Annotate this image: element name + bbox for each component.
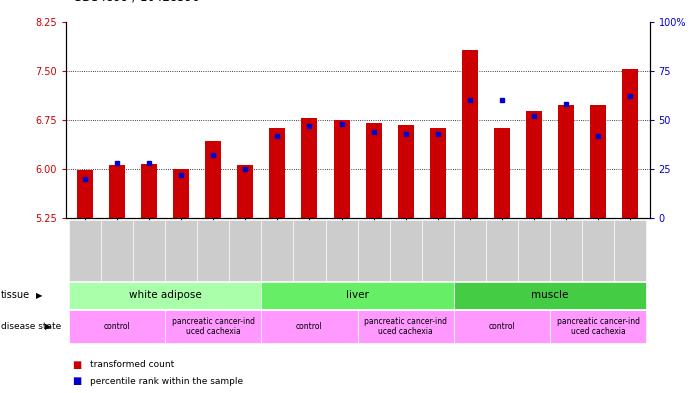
Text: transformed count: transformed count xyxy=(90,360,174,369)
Bar xyxy=(334,120,350,218)
Bar xyxy=(205,141,221,218)
Text: pancreatic cancer-ind
uced cachexia: pancreatic cancer-ind uced cachexia xyxy=(364,317,447,336)
Text: percentile rank within the sample: percentile rank within the sample xyxy=(90,377,243,386)
Bar xyxy=(558,105,574,218)
Text: white adipose: white adipose xyxy=(129,290,202,300)
Bar xyxy=(462,50,478,218)
Text: GDS4899 / 10428396: GDS4899 / 10428396 xyxy=(73,0,199,4)
Bar xyxy=(590,105,606,218)
Text: muscle: muscle xyxy=(531,290,569,300)
Bar xyxy=(430,129,446,218)
Text: liver: liver xyxy=(346,290,369,300)
Bar xyxy=(141,164,157,218)
Text: pancreatic cancer-ind
uced cachexia: pancreatic cancer-ind uced cachexia xyxy=(172,317,255,336)
Bar xyxy=(494,128,510,218)
Bar xyxy=(301,118,317,218)
Bar xyxy=(366,123,381,218)
Text: control: control xyxy=(104,322,131,331)
Text: pancreatic cancer-ind
uced cachexia: pancreatic cancer-ind uced cachexia xyxy=(557,317,640,336)
Bar xyxy=(623,70,638,218)
Text: ▶: ▶ xyxy=(36,291,42,299)
Text: ■: ■ xyxy=(73,376,82,386)
Bar xyxy=(526,111,542,218)
Text: ▶: ▶ xyxy=(45,322,51,331)
Text: tissue: tissue xyxy=(1,290,30,300)
Bar xyxy=(269,129,285,218)
Bar xyxy=(398,125,414,218)
Text: disease state: disease state xyxy=(1,322,61,331)
Text: control: control xyxy=(489,322,515,331)
Text: ■: ■ xyxy=(73,360,82,370)
Text: control: control xyxy=(296,322,323,331)
Bar xyxy=(77,170,93,218)
Bar xyxy=(109,165,125,218)
Bar xyxy=(173,169,189,218)
Bar xyxy=(237,165,254,218)
